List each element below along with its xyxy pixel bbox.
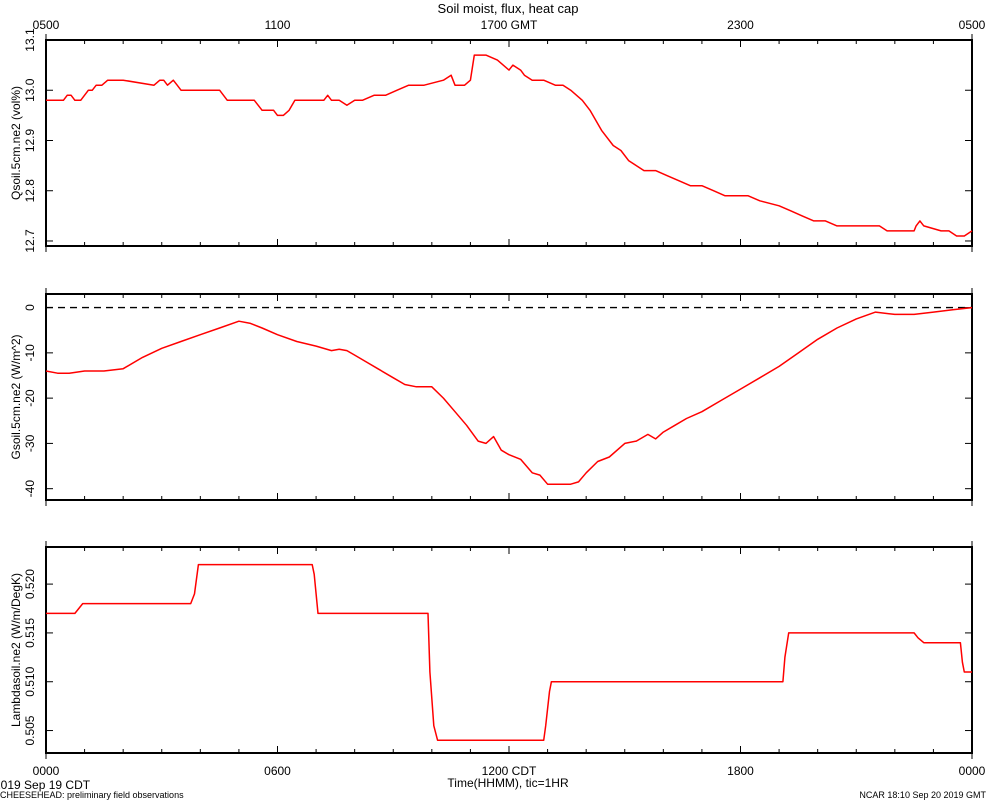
- panel-3-y-tick-label: 0.505: [23, 715, 37, 745]
- panel-2-y-tick-label: -30: [23, 434, 37, 452]
- panel-3-frame: [45, 546, 973, 754]
- panel-1-y-tick-label: 13.1: [23, 28, 37, 52]
- panel-1-series-line: [46, 54, 973, 237]
- panel-2-y-tick-label: -40: [23, 480, 37, 498]
- panel-1-y-axis-label: Qsoil.5cm.ne2 (vol%): [9, 86, 23, 200]
- panel-2-frame: [45, 293, 973, 501]
- panel-3-y-axis-label: Lambdasoil.ne2 (W/m/DegK): [9, 573, 23, 727]
- bottom-axis-tick-label: 1200 CDT: [482, 764, 537, 778]
- top-axis-tick-label: 0500: [959, 18, 986, 32]
- panel-1-y-tick-label: 13.0: [23, 78, 37, 102]
- project-label: CHEESEHEAD: preliminary field observatio…: [0, 790, 184, 800]
- top-axis-tick-label: 1100: [265, 18, 291, 32]
- bottom-axis-tick-label: 1800: [727, 764, 754, 778]
- panel-2-series-line: [45, 306, 973, 485]
- bottom-axis-tick-label: 0600: [264, 764, 291, 778]
- panel-3-y-tick-label: 0.520: [23, 569, 37, 599]
- panel-1-y-tick-label: 12.7: [23, 229, 37, 253]
- panel-2-y-axis-label: Gsoil.5cm.ne2 (W/m^2): [9, 335, 23, 460]
- start-date-label: 2019 Sep 19 CDT: [0, 778, 91, 792]
- top-axis-tick-label: 2300: [727, 18, 754, 32]
- bottom-axis-tick-label: 0000: [959, 764, 986, 778]
- panel-3-y-tick-label: 0.510: [23, 666, 37, 696]
- panel-1-y-tick-label: 12.8: [23, 179, 37, 203]
- panel-1-y-tick-label: 12.9: [23, 128, 37, 152]
- chart-title: Soil moist, flux, heat cap: [437, 1, 579, 16]
- panel-3-series-line: [46, 563, 972, 742]
- panel-3-y-tick-label: 0.515: [23, 618, 37, 648]
- panel-1-frame: [45, 39, 973, 247]
- top-axis-tick-label: 1700 GMT: [481, 18, 538, 32]
- panel-2-y-tick-label: -10: [23, 344, 37, 362]
- x-axis-label: Time(HHMM), tic=1HR: [447, 776, 569, 790]
- panel-2-y-tick-label: -20: [23, 389, 37, 407]
- top-axis-tick-label: 0500: [33, 18, 60, 32]
- timestamp-label: NCAR 18:10 Sep 20 2019 GMT: [859, 790, 986, 800]
- panel-2-y-tick-label: 0: [23, 304, 37, 311]
- bottom-axis-tick-label: 0000: [33, 764, 60, 778]
